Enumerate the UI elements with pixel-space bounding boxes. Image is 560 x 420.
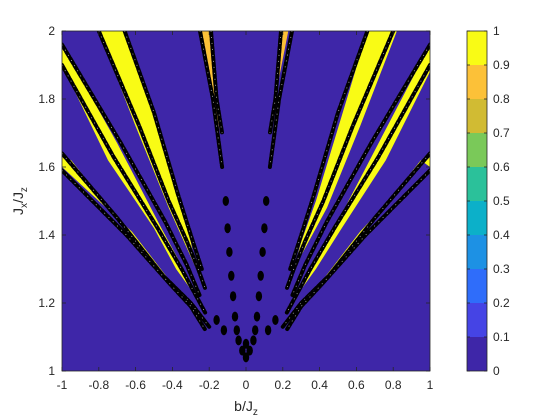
contour-dot-22 xyxy=(252,325,259,336)
colorbar-segment-7 xyxy=(467,99,487,133)
x-tick-label-4: -0.2 xyxy=(199,378,220,392)
contour-dot-20 xyxy=(272,315,279,325)
contour-dot-12 xyxy=(235,335,242,346)
y-tick-label-2: 1.4 xyxy=(38,228,55,242)
colorbar-tick-label-4: 0.4 xyxy=(493,228,510,242)
colorbar-segment-2 xyxy=(467,269,487,303)
contour-p-highlight xyxy=(286,170,430,331)
colorbar-segment-3 xyxy=(467,235,487,269)
colorbar-tick-label-10: 1 xyxy=(493,24,500,38)
contour-i xyxy=(267,31,283,135)
contour-dot-16 xyxy=(250,335,257,346)
contour-h xyxy=(209,31,225,135)
colorbar-segment-8 xyxy=(467,65,487,99)
contour-dot-2 xyxy=(226,247,233,257)
contour-dot-19 xyxy=(264,325,272,336)
y-axis-label: Jx/Jz xyxy=(10,187,30,215)
contour-dot-17 xyxy=(220,325,228,336)
contour-dot-10 xyxy=(255,291,263,302)
contour-dot-15 xyxy=(246,345,253,356)
contour-dot-23 xyxy=(242,338,250,349)
colorbar-segment-5 xyxy=(467,167,487,201)
contour-dot-9 xyxy=(257,270,264,281)
colorbar-tick-label-7: 0.7 xyxy=(493,126,510,140)
contour-dot-4 xyxy=(229,291,237,302)
contour-d-highlight xyxy=(62,44,201,297)
colorbar-segment-9 xyxy=(467,31,487,65)
contour-f xyxy=(122,31,204,271)
x-axis: -1 -0.8 -0.6 -0.4 -0.2 0 0.2 0.4 0.6 0.8 1 xyxy=(57,31,434,392)
x-tick-label-3: -0.4 xyxy=(162,378,183,392)
contour-dot-6 xyxy=(263,196,270,206)
colorbar-tick-label-0: 0 xyxy=(493,364,500,378)
colorbar: 0 0.1 0.2 0.3 0.4 0.5 0.6 0.7 0.8 0.9 1 xyxy=(466,24,510,378)
colorbar-tick-label-8: 0.8 xyxy=(493,92,510,106)
y-tick-label-1: 1.2 xyxy=(38,296,55,310)
x-tick-label-8: 0.6 xyxy=(348,378,365,392)
contour-k xyxy=(288,31,370,271)
contour-dot-8 xyxy=(259,247,266,257)
contour-dots xyxy=(213,196,279,363)
contour-dot-13 xyxy=(239,345,246,356)
x-tick-label-0: -1 xyxy=(57,378,68,392)
contour-dot-3 xyxy=(228,270,235,281)
x-tick-label-10: 1 xyxy=(427,378,434,392)
contour-g xyxy=(198,31,225,169)
colorbar-segment-0 xyxy=(467,337,487,371)
contour-dot-18 xyxy=(213,315,220,325)
colorbar-tick-label-3: 0.3 xyxy=(493,262,510,276)
contour-dot-5 xyxy=(231,311,239,322)
colorbar-tick-label-5: 0.5 xyxy=(493,194,510,208)
contour-e xyxy=(96,31,208,292)
y-tick-label-3: 1.6 xyxy=(38,160,55,174)
contour-dot-7 xyxy=(261,223,268,234)
colorbar-segment-4 xyxy=(467,201,487,235)
x-tick-label-9: 0.8 xyxy=(385,378,402,392)
colorbar-tick-label-2: 0.2 xyxy=(493,296,510,310)
contour-b-highlight xyxy=(62,170,206,331)
contour-j xyxy=(267,31,294,169)
y-tick-label-0: 1 xyxy=(48,364,55,378)
x-axis-label: b/Jz xyxy=(234,398,258,418)
y-tick-label-5: 2 xyxy=(48,24,55,38)
x-tick-label-7: 0.4 xyxy=(311,378,328,392)
colorbar-tick-label-1: 0.1 xyxy=(493,330,510,344)
contour-l xyxy=(284,31,396,292)
contour-dot-14 xyxy=(242,352,250,363)
x-tick-label-2: -0.6 xyxy=(125,378,146,392)
colorbar-segment-6 xyxy=(467,133,487,167)
x-tick-label-1: -0.8 xyxy=(88,378,109,392)
x-tick-label-6: 0.2 xyxy=(274,378,291,392)
x-tick-label-5: 0 xyxy=(243,378,250,392)
contour-lines xyxy=(62,31,430,333)
contour-dot-21 xyxy=(233,325,240,336)
contour-n-highlight xyxy=(286,64,430,314)
colorbar-segment-1 xyxy=(467,303,487,337)
contour-dot-11 xyxy=(253,311,261,322)
colorbar-tick-label-9: 0.9 xyxy=(493,58,510,72)
colorbar-tick-label-6: 0.6 xyxy=(493,160,510,174)
y-axis: 1 1.2 1.4 1.6 1.8 2 xyxy=(38,24,430,378)
contour-dot-1 xyxy=(224,223,231,234)
contour-m-highlight xyxy=(291,44,430,297)
y-tick-label-4: 1.8 xyxy=(38,92,55,106)
contour-c-highlight xyxy=(62,64,206,314)
contour-dot-0 xyxy=(222,196,229,206)
